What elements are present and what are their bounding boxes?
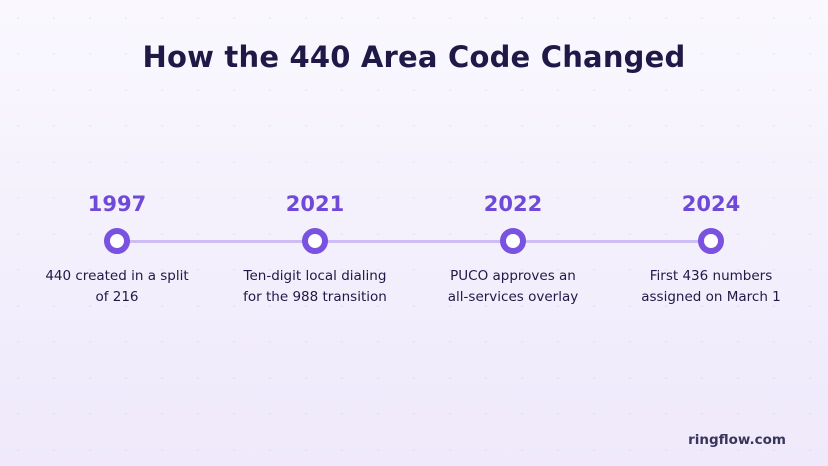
milestone-description: Ten-digit local dialing for the 988 tran… bbox=[243, 268, 387, 305]
timeline-track bbox=[117, 240, 711, 243]
milestone-year: 2024 bbox=[681, 192, 741, 216]
timeline-node bbox=[302, 228, 328, 254]
milestone-2022: 2022 PUCO approves an all-services overl… bbox=[423, 188, 603, 308]
milestone-2024: 2024 First 436 numbers assigned on March… bbox=[621, 188, 801, 308]
milestone-2021: 2021 Ten-digit local dialing for the 988… bbox=[225, 188, 405, 308]
milestone-year: 1997 bbox=[87, 192, 147, 216]
milestone-1997: 1997 440 created in a split of 216 bbox=[27, 188, 207, 308]
timeline-node bbox=[698, 228, 724, 254]
timeline-node bbox=[104, 228, 130, 254]
milestone-description: 440 created in a split of 216 bbox=[45, 268, 189, 305]
milestone-description: First 436 numbers assigned on March 1 bbox=[641, 268, 781, 305]
brand-link[interactable]: ringflow.com bbox=[688, 432, 786, 448]
milestone-description: PUCO approves an all-services overlay bbox=[447, 268, 579, 305]
milestone-year: 2022 bbox=[483, 192, 543, 216]
page-title: How the 440 Area Code Changed bbox=[142, 40, 686, 74]
milestone-year: 2021 bbox=[285, 192, 345, 216]
timeline-node bbox=[500, 228, 526, 254]
